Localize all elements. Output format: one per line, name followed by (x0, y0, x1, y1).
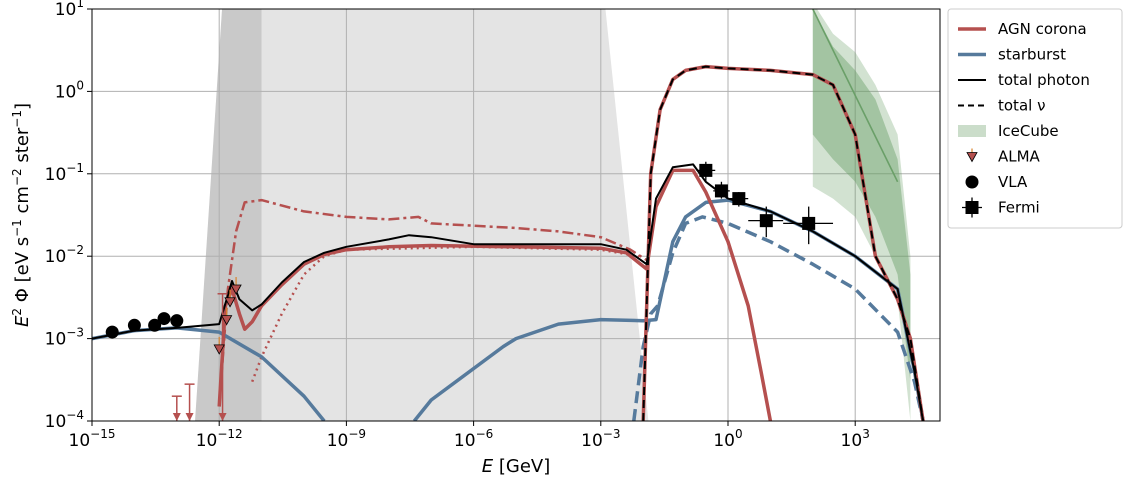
icecube-band (812, 9, 911, 421)
legend-label: IceCube (998, 122, 1059, 140)
legend-label: VLA (998, 173, 1028, 191)
vla-point (105, 325, 119, 339)
fermi-point (714, 184, 728, 198)
y-tick-label: 10−4 (45, 408, 84, 432)
x-tick-label: 10−12 (196, 427, 243, 451)
series-agn-nu-dashdot (217, 198, 648, 407)
legend-item-total-nu: total ν (958, 97, 1045, 115)
series-agn-dotted (251, 245, 640, 383)
vla-point (148, 318, 162, 332)
y-tick-label: 10−2 (45, 243, 84, 267)
vla-point (157, 312, 171, 326)
legend-label: ALMA (998, 148, 1041, 166)
legend-item-vla: VLA (965, 173, 1028, 191)
legend-box (947, 8, 1123, 229)
alma-point (230, 284, 242, 295)
fermi-point (759, 214, 773, 228)
legend-item-icecube: IceCube (958, 122, 1059, 140)
x-tick-label: 100 (713, 427, 742, 451)
alma-point (213, 344, 225, 355)
y-tick-label: 10−3 (45, 326, 84, 350)
series-starburst-dashed (632, 215, 925, 421)
legend-label: AGN corona (998, 20, 1087, 38)
y-axis-ticks: 10−4 10−3 10−2 10−1 100 101 (45, 0, 92, 432)
x-tick-label: 10−9 (327, 427, 366, 451)
legend-label: total photon (998, 71, 1090, 89)
y-tick-label: 101 (55, 0, 84, 20)
opaque-band-dark (195, 9, 262, 421)
fermi-point (699, 163, 713, 177)
x-tick-label: 103 (841, 427, 870, 451)
alma-point (224, 297, 236, 308)
data-points-group (105, 161, 834, 421)
series-total-photon (92, 163, 925, 421)
y-tick-label: 10−1 (45, 161, 84, 185)
legend-swatch (965, 201, 979, 214)
fermi-point (732, 192, 746, 206)
y-axis-label: E2 Φ [eV s−1 cm−2 ster−1] (10, 103, 33, 327)
plot-frame (91, 8, 941, 422)
legend-label: total ν (998, 97, 1045, 115)
y-tick-label: 100 (55, 78, 84, 102)
alma-point (220, 315, 233, 326)
legend-item-fermi: Fermi (962, 197, 1040, 218)
vla-point (127, 318, 141, 332)
legend-item-agn: AGN corona (958, 20, 1087, 38)
icecube-band-outer (812, 9, 911, 421)
fermi-point (802, 216, 816, 230)
shaded-regions (195, 9, 649, 421)
series-agn-photon-solid (217, 168, 773, 421)
series-total-nu-overlay (642, 65, 925, 421)
vla-point (170, 314, 184, 328)
x-axis-ticks: 10−15 10−12 10−9 10−6 10−3 100 103 (69, 421, 870, 451)
x-tick-label: 10−15 (69, 427, 116, 451)
upper-limit-arrow (172, 413, 181, 421)
legend-item-alma: ALMA (966, 148, 1041, 166)
legend-item-total-photon: total photon (958, 71, 1090, 89)
x-tick-label: 10−6 (454, 427, 493, 451)
legend-item-starburst: starburst (958, 46, 1066, 64)
upper-limit-arrow (218, 413, 227, 421)
legend-label: starburst (998, 46, 1066, 64)
legend-label: Fermi (998, 199, 1040, 217)
opaque-band-light (261, 9, 649, 421)
legend-swatch (966, 152, 978, 163)
x-axis-label: E [GeV] (482, 456, 550, 477)
x-tick-label: 10−3 (581, 427, 620, 451)
icecube-band-inner (812, 9, 911, 382)
legend-swatch (965, 175, 979, 189)
upper-limit-arrow (185, 413, 194, 421)
legend: AGN corona starburst total photon total ν Ic… (947, 8, 1123, 229)
legend-swatch (958, 125, 986, 137)
icecube-bestfit-line (812, 9, 899, 183)
